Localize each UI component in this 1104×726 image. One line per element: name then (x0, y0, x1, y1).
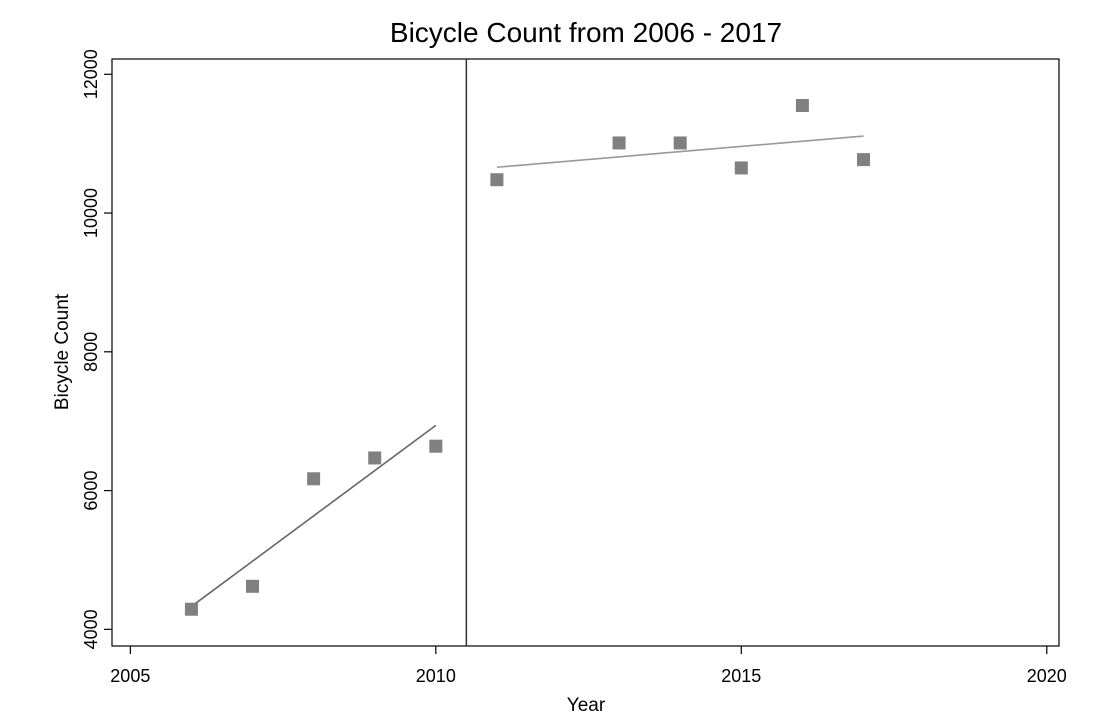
data-point (734, 161, 748, 175)
data-point (490, 173, 504, 187)
plot-frame (111, 58, 1060, 647)
y-tick-label: 8000 (81, 332, 101, 372)
data-point (184, 602, 198, 616)
data-point (673, 136, 687, 150)
fit-line-post (496, 135, 864, 169)
fit-line-pre (190, 424, 437, 608)
x-tick-label: 2010 (416, 666, 456, 686)
data-point (856, 153, 870, 167)
data-point (246, 579, 260, 593)
data-point (307, 472, 321, 486)
y-tick-label: 4000 (81, 609, 101, 649)
x-tick-label: 2015 (721, 666, 761, 686)
plot-marks: 2005 2010 2015 2020 4000 6000 8000 10000 12000 (81, 49, 1067, 686)
x-tick-label: 2005 (110, 666, 150, 686)
y-tick-label: 6000 (81, 471, 101, 511)
data-point (612, 136, 626, 150)
chart-title: Bicycle Count from 2006 - 2017 (390, 17, 782, 48)
data-point (429, 439, 443, 453)
x-tick-label: 2020 (1027, 666, 1067, 686)
y-tick-label: 10000 (81, 188, 101, 238)
y-axis-label: Bicycle Count (52, 293, 73, 410)
data-point (795, 98, 809, 112)
x-axis-label: Year (567, 695, 606, 716)
y-tick-label: 12000 (81, 49, 101, 99)
data-point (368, 451, 382, 465)
